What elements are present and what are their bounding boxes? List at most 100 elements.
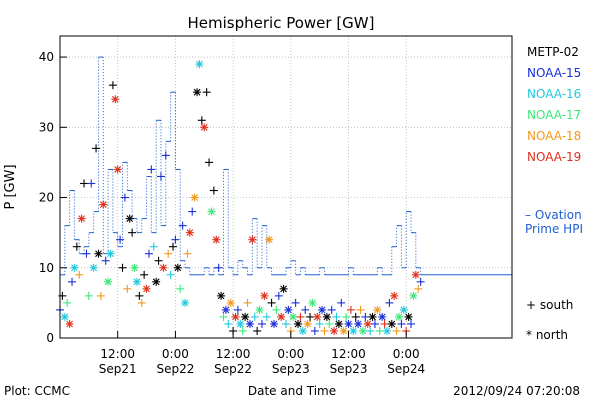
- south-point: [87, 179, 96, 188]
- south-point: [361, 312, 370, 321]
- x-tick-date-label: Sep24: [387, 362, 425, 376]
- north-point: [284, 305, 293, 314]
- north-point: [248, 235, 257, 244]
- north-point: [190, 193, 199, 202]
- south-point: [156, 172, 165, 181]
- south-point: [75, 270, 84, 279]
- symbol-legend-entry: + south: [526, 298, 573, 312]
- x-tick-date-label: Sep22: [156, 362, 194, 376]
- south-point: [257, 319, 266, 328]
- south-point: [351, 312, 360, 321]
- north-point: [207, 207, 216, 216]
- north-point: [349, 326, 358, 335]
- north-point: [265, 235, 274, 244]
- south-point: [375, 326, 384, 335]
- north-point: [130, 263, 139, 272]
- south-point: [407, 319, 416, 328]
- north-point: [159, 263, 168, 272]
- south-point: [274, 291, 283, 300]
- north-point: [390, 291, 399, 300]
- south-point: [84, 291, 93, 300]
- north-point: [221, 305, 230, 314]
- south-point: [120, 193, 129, 202]
- north-point: [387, 319, 396, 328]
- north-point: [378, 312, 387, 321]
- north-point: [363, 319, 372, 328]
- north-point: [289, 312, 298, 321]
- north-point: [60, 312, 69, 321]
- legend-entry: NOAA-18: [527, 129, 581, 143]
- north-point: [113, 165, 122, 174]
- south-point: [267, 298, 276, 307]
- north-point: [200, 123, 209, 132]
- north-point: [181, 298, 190, 307]
- north-point: [241, 312, 250, 321]
- north-point: [94, 249, 103, 258]
- south-point: [123, 284, 132, 293]
- south-point: [128, 228, 137, 237]
- x-tick-time-label: 12:00: [331, 347, 366, 361]
- south-point: [243, 298, 252, 307]
- south-point: [296, 312, 305, 321]
- south-point: [197, 116, 206, 125]
- north-point: [195, 60, 204, 69]
- south-point: [233, 305, 242, 314]
- south-point: [301, 305, 310, 314]
- south-point: [108, 81, 117, 90]
- south-point: [176, 284, 185, 293]
- north-point: [231, 312, 240, 321]
- north-point: [193, 88, 202, 97]
- south-point: [144, 249, 153, 258]
- north-point: [70, 263, 79, 272]
- south-point: [272, 305, 281, 314]
- south-point: [72, 242, 81, 251]
- south-point: [92, 144, 101, 153]
- north-point: [260, 291, 269, 300]
- south-point: [238, 326, 247, 335]
- x-tick-time-label: 12:00: [216, 347, 251, 361]
- north-point: [173, 263, 182, 272]
- north-point: [382, 326, 391, 335]
- south-point: [327, 305, 336, 314]
- north-point: [217, 291, 226, 300]
- north-point: [269, 319, 278, 328]
- south-point: [202, 88, 211, 97]
- south-point: [366, 326, 375, 335]
- south-point: [250, 312, 259, 321]
- legend-entry: NOAA-17: [527, 108, 581, 122]
- footer-right: 2012/09/24 07:20:08: [453, 384, 580, 398]
- north-point: [226, 298, 235, 307]
- south-point: [147, 165, 156, 174]
- north-point: [111, 95, 120, 104]
- south-point: [392, 326, 401, 335]
- symbol-legend: + south * north: [526, 298, 573, 342]
- north-point: [330, 326, 339, 335]
- ovation-legend-line2: Prime HPI: [525, 222, 583, 236]
- legend-entry: NOAA-16: [527, 87, 581, 101]
- north-point: [185, 228, 194, 237]
- south-point: [140, 270, 149, 279]
- south-point: [164, 249, 173, 258]
- south-point: [68, 277, 77, 286]
- x-tick-date-label: Sep23: [330, 362, 368, 376]
- plot-frame: [59, 35, 513, 339]
- north-point: [358, 326, 367, 335]
- north-point: [294, 319, 303, 328]
- legend-entry: NOAA-15: [527, 66, 581, 80]
- north-point: [354, 319, 363, 328]
- south-point: [291, 298, 300, 307]
- north-point: [99, 200, 108, 209]
- y-tick-label: 40: [39, 50, 54, 64]
- ovation-hpi-line: [60, 56, 512, 276]
- south-point: [209, 186, 218, 195]
- south-point: [80, 179, 89, 188]
- north-point: [277, 312, 286, 321]
- south-point: [169, 242, 177, 251]
- south-point: [346, 305, 355, 314]
- south-point: [161, 151, 170, 160]
- north-point: [303, 319, 312, 328]
- south-point: [214, 263, 223, 272]
- north-point: [339, 326, 348, 335]
- north-point: [106, 249, 115, 258]
